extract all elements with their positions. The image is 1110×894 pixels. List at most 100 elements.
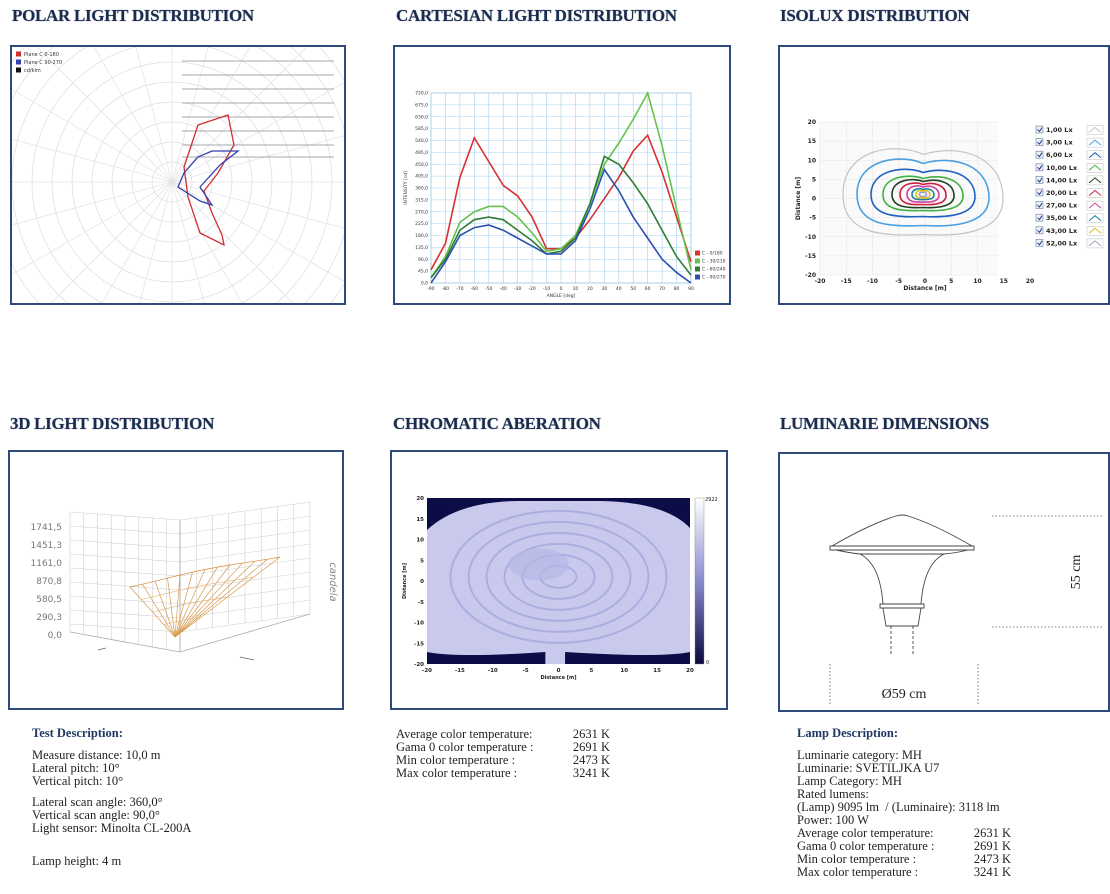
- lamp-stem: [890, 626, 914, 654]
- x-axis-label: ANGLE [deg]: [547, 293, 576, 299]
- legend-checkbox: [1035, 163, 1044, 172]
- temperature-row: Average color temperature: 2631 K: [396, 728, 610, 741]
- description-line: Lateral pitch: 10°: [32, 761, 120, 775]
- surface-wire: [174, 566, 218, 638]
- line-group: Lateral scan angle: 360,0° Vertical scan …: [32, 796, 191, 835]
- isolux-contour: [891, 178, 955, 209]
- x-tick-label: -90: [427, 286, 434, 292]
- temperature-row: Gama 0 color temperature : 2691 K: [797, 840, 1011, 853]
- surface-wire: [169, 621, 174, 624]
- polar-ring: [12, 47, 344, 303]
- description-line: Vertical scan angle: 90,0°: [32, 808, 160, 822]
- polar-spoke: [12, 135, 344, 226]
- legend-icon-box: [1086, 213, 1104, 223]
- z-tick-label: 870,8: [36, 577, 62, 587]
- legend-checkbox: [1035, 213, 1044, 222]
- x-tick-label: -20: [815, 278, 826, 285]
- description-line: Measure distance: 10,0 m: [32, 748, 161, 762]
- description-line: Light sensor: Minolta CL-200A: [32, 821, 192, 835]
- legend-label: 35,00 Lx: [1046, 214, 1078, 222]
- temperature-row: Min color temperature : 2473 K: [797, 853, 1011, 866]
- surface-wire: [189, 601, 197, 604]
- y-tick-label: 360,0: [415, 186, 428, 192]
- y-tick-label: 315,0: [415, 197, 428, 203]
- legend-icon: [1088, 164, 1102, 171]
- surface-wire: [208, 598, 216, 601]
- surface-wire: [182, 619, 186, 621]
- surface-wire: [185, 618, 189, 620]
- legend-icon-box: [1086, 175, 1104, 186]
- isolux-contour: [870, 168, 976, 218]
- row-label: Gama 0 color temperature :: [797, 839, 935, 853]
- x-tick-label: -15: [455, 668, 465, 674]
- height-label: 55 cm: [1069, 555, 1084, 590]
- surface-wire: [225, 579, 236, 582]
- surface-wire: [229, 562, 243, 566]
- legend-icon-box: [1086, 188, 1104, 198]
- surface-wire: [163, 623, 167, 625]
- x-tick-label: -10: [488, 668, 498, 674]
- scale-min-label: 0: [706, 660, 709, 666]
- temperature-row: Gama 0 color temperature : 2691 K: [396, 741, 610, 754]
- z-axis-label: candela: [327, 562, 338, 601]
- surface-wire: [267, 556, 281, 560]
- legend-icon-box: [1086, 150, 1104, 160]
- surface-wire: [174, 560, 256, 638]
- lamp-body: [859, 553, 945, 609]
- legend-checkbox: [1035, 188, 1044, 197]
- y-tick-label: -10: [805, 234, 816, 241]
- y-axis-label: Distance [m]: [402, 563, 408, 599]
- color-temperatures: Average color temperature: 2631 K Gama 0 c…: [396, 728, 610, 780]
- isolux-contour: [899, 182, 947, 206]
- x-tick-label: 10: [973, 278, 981, 285]
- panel: Plane C 0-180 Plane C 90-270 cd/klm: [10, 45, 346, 305]
- x-tick-label: -5: [523, 668, 529, 674]
- x-tick-label: 0: [560, 286, 563, 292]
- y-tick-label: 15: [808, 138, 816, 145]
- surface-wire: [217, 564, 231, 568]
- legend-icon: [1088, 215, 1102, 222]
- section-heading: LUMINARIE DIMENSIONS: [780, 414, 989, 433]
- row-value: 2631 K: [572, 727, 610, 741]
- y-tick-label: -5: [418, 600, 424, 606]
- legend-icon: [1088, 152, 1102, 159]
- z-tick-label: 290,3: [36, 613, 62, 623]
- legend-icon-box: [1086, 226, 1104, 236]
- legend-label: 20,00 Lx: [1046, 189, 1078, 197]
- surface-wire: [202, 599, 209, 602]
- legend-icon-box: [1086, 163, 1104, 173]
- surface-wire: [164, 607, 172, 610]
- surface-wire: [174, 564, 231, 638]
- description-line: Vertical pitch: 10°: [32, 774, 124, 788]
- heatmap-spot: [508, 548, 569, 581]
- polar-curve: [183, 114, 235, 247]
- lamp-description: Lamp Description: Luminarie category: MH L…: [797, 727, 1011, 879]
- row-label: Min color temperature :: [797, 852, 917, 866]
- surface-wire: [169, 590, 179, 594]
- heatmap-field: [427, 501, 690, 664]
- x-tick-label: 0: [923, 278, 927, 285]
- x-tick-label: -20: [528, 286, 535, 292]
- legend-check: [1037, 215, 1043, 221]
- surface-wire: [150, 594, 161, 598]
- section-heading: CHROMATIC ABERATION: [393, 414, 601, 433]
- surface-wire: [129, 583, 143, 588]
- surface-wire: [254, 558, 268, 562]
- row-label: Max color temperature :: [396, 766, 518, 780]
- surface-wire: [178, 588, 189, 591]
- heatmap-ripple: [467, 520, 650, 633]
- y-axis-label: Distance [m]: [795, 177, 802, 221]
- y-tick-label: 720,0: [415, 91, 428, 97]
- lamp-brim: [829, 545, 975, 555]
- description-line: (Lamp) 9095 lm / (Luminaire): 3118 lm: [797, 800, 1000, 814]
- block-title: Lamp Description:: [797, 726, 899, 740]
- y-tick-label: -5: [809, 215, 816, 222]
- surface-wire: [197, 584, 207, 587]
- surface-wire: [173, 621, 177, 623]
- legend-check: [1037, 127, 1043, 133]
- temperature-row: Max color temperature : 3241 K: [797, 866, 1011, 879]
- y-tick-label: 585,0: [415, 126, 428, 132]
- surface-wire: [166, 622, 171, 625]
- section-heading: ISOLUX DISTRIBUTION: [780, 6, 970, 25]
